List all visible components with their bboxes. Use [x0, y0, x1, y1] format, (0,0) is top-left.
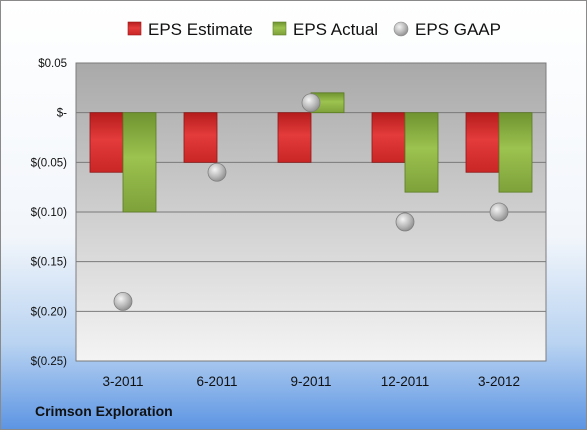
estimate-bar — [465, 112, 500, 173]
company-name: Crimson Exploration — [35, 403, 173, 419]
legend-gaap-label: EPS GAAP — [415, 20, 501, 39]
actual-bar — [498, 112, 533, 193]
y-tick-label: $- — [57, 108, 67, 120]
estimate-bar — [89, 112, 124, 173]
y-tick-label: $(0.10) — [31, 207, 68, 219]
x-tick-label: 6-2011 — [196, 374, 237, 389]
gaap-point — [489, 202, 509, 222]
actual-bar — [404, 112, 439, 193]
gaap-point — [301, 93, 321, 113]
legend-gaap-swatch — [393, 21, 409, 37]
y-tick-label: $(0.05) — [31, 157, 68, 169]
estimate-bar — [371, 112, 406, 163]
gaap-points — [113, 93, 509, 311]
x-tick-label: 3-2011 — [102, 374, 143, 389]
estimate-bar — [277, 112, 312, 163]
x-tick-label: 3-2012 — [478, 374, 520, 389]
y-tick-label: $0.05 — [38, 58, 67, 70]
y-tick-label: $(0.25) — [31, 356, 68, 368]
y-tick-label: $(0.20) — [31, 306, 68, 318]
gaap-point — [207, 162, 227, 182]
estimate-bar — [183, 112, 218, 163]
x-axis-ticks: 3-2011 6-2011 9-2011 12-2011 3-2012 — [102, 374, 520, 389]
x-tick-label: 12-2011 — [381, 374, 430, 389]
bars — [89, 92, 533, 213]
y-axis-ticks: $0.05 $- $(0.05) $(0.10) $(0.15) $(0.20) $(0.2… — [31, 58, 68, 368]
x-tick-label: 9-2011 — [290, 374, 331, 389]
legend-actual-label: EPS Actual — [293, 20, 378, 39]
legend-actual-swatch — [272, 21, 287, 36]
gaap-point — [395, 212, 415, 232]
legend-estimate-label: EPS Estimate — [148, 20, 253, 39]
gaap-point — [113, 291, 133, 311]
actual-bar — [122, 112, 157, 213]
legend: EPS Estimate EPS Actual EPS GAAP — [127, 20, 501, 39]
legend-estimate-swatch — [127, 21, 142, 36]
y-tick-label: $(0.15) — [31, 257, 68, 269]
